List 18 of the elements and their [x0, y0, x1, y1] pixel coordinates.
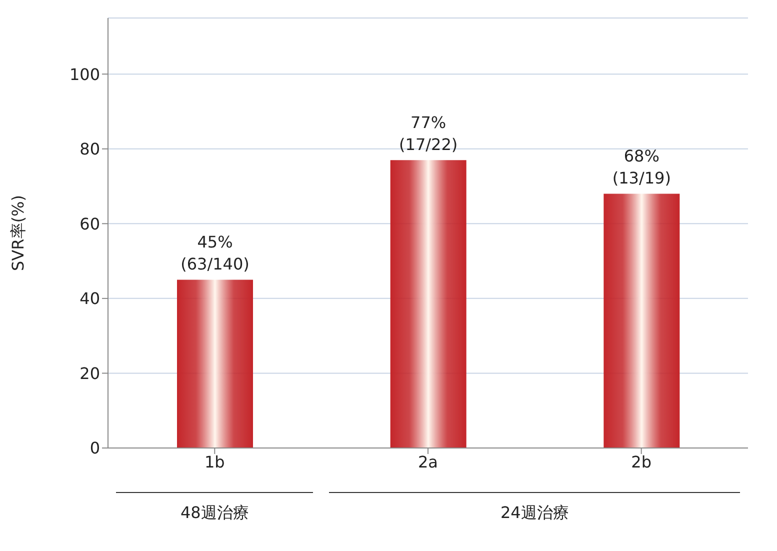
data-label: 68% (13/19)	[612, 146, 671, 188]
bar	[604, 194, 680, 448]
text: 24週治療	[499, 503, 570, 524]
x-tick-label: 2b	[631, 452, 652, 472]
y-axis-title: SVR率(%)	[8, 195, 28, 271]
x-tick-label: 2a	[418, 452, 438, 472]
bar	[177, 280, 253, 448]
data-label: 77% (17/22)	[399, 113, 458, 154]
y-tick-label: 20	[80, 364, 100, 383]
data-label: 45% (63/140)	[180, 232, 250, 274]
y-tick-label: 40	[80, 289, 100, 308]
text: 48週治療	[179, 503, 250, 524]
y-tick-label: 80	[80, 140, 100, 159]
y-tick-label: 60	[80, 214, 100, 234]
y-tick-label: 0	[90, 438, 100, 458]
x-tick-label: 1b	[204, 452, 225, 472]
y-tick-label: 100	[69, 64, 100, 84]
bar	[390, 160, 466, 448]
